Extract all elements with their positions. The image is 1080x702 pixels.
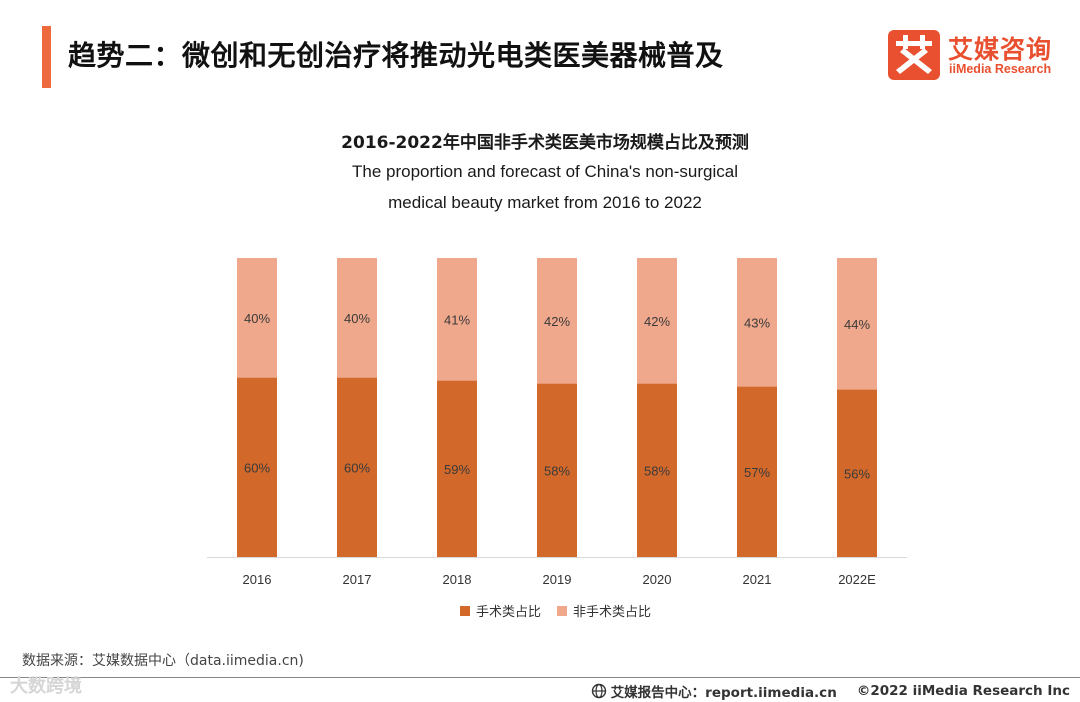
x-tick-label-2021: 2021 xyxy=(743,572,772,587)
x-tick-label-2018: 2018 xyxy=(443,572,472,587)
data-label-surgical-2018: 59% xyxy=(444,462,470,477)
bar-non-surgical-2018 xyxy=(437,258,477,381)
data-label-surgical-2017: 60% xyxy=(344,460,370,475)
bar-non-surgical-2016 xyxy=(237,258,277,378)
data-source-note: 数据来源：艾媒数据中心（data.iimedia.cn) xyxy=(22,653,304,669)
data-label-surgical-2020: 58% xyxy=(644,463,670,478)
bar-non-surgical-2022E xyxy=(837,258,877,390)
logo-cn-name: 艾媒咨询 xyxy=(948,35,1053,64)
chart-title-en-line2: medical beauty market from 2016 to 2022 xyxy=(388,193,702,212)
data-label-surgical-2021: 57% xyxy=(744,465,770,480)
data-label-non-surgical-2021: 43% xyxy=(744,315,770,330)
legend-label-non-surgical: 非手术类占比 xyxy=(573,605,652,620)
logo-mark-icon xyxy=(888,30,940,80)
brand-logo: 艾媒咨询 iiMedia Research xyxy=(888,30,1068,82)
bar-non-surgical-2019 xyxy=(537,258,577,384)
data-label-non-surgical-2017: 40% xyxy=(344,311,370,326)
data-label-surgical-2022E: 56% xyxy=(844,466,870,481)
footer-report-center[interactable]: 艾媒报告中心：report.iimedia.cn xyxy=(610,685,837,701)
x-tick-label-2017: 2017 xyxy=(343,572,372,587)
data-label-non-surgical-2018: 41% xyxy=(444,312,470,327)
data-label-surgical-2016: 60% xyxy=(244,460,270,475)
bar-surgical-2022E xyxy=(837,389,877,557)
footer-divider xyxy=(0,677,1080,678)
title-accent-bar xyxy=(42,26,51,88)
data-label-non-surgical-2020: 42% xyxy=(644,314,670,329)
bar-surgical-2016 xyxy=(237,377,277,557)
bar-surgical-2018 xyxy=(437,380,477,557)
x-tick-label-2022E: 2022E xyxy=(838,572,876,587)
bar-surgical-2021 xyxy=(737,386,777,557)
logo-en-name: iiMedia Research xyxy=(949,62,1052,76)
watermark-text: 大数跨境 xyxy=(10,676,82,697)
x-tick-label-2019: 2019 xyxy=(543,572,572,587)
bar-non-surgical-2017 xyxy=(337,258,377,378)
chart-title-cn: 2016-2022年中国非手术类医美市场规模占比及预测 xyxy=(341,133,749,153)
chart-title-en-line1: The proportion and forecast of China's n… xyxy=(352,162,738,181)
bar-non-surgical-2021 xyxy=(737,258,777,387)
x-tick-label-2020: 2020 xyxy=(643,572,672,587)
data-label-non-surgical-2019: 42% xyxy=(544,314,570,329)
footer-copyright: ©2022 iiMedia Research Inc xyxy=(856,683,1070,699)
globe-icon xyxy=(591,683,606,699)
bar-surgical-2020 xyxy=(637,383,677,557)
chart-legend: 手术类占比 非手术类占比 xyxy=(460,601,651,620)
bar-surgical-2019 xyxy=(537,383,577,557)
legend-swatch-surgical xyxy=(460,605,470,616)
x-tick-label-2016: 2016 xyxy=(243,572,272,587)
legend-item-surgical: 手术类占比 xyxy=(460,601,541,620)
footer-info: 艾媒报告中心：report.iimedia.cn ©2022 iiMedia R… xyxy=(591,681,1070,701)
legend-item-non-surgical: 非手术类占比 xyxy=(557,601,651,620)
legend-label-surgical: 手术类占比 xyxy=(476,605,542,620)
data-label-non-surgical-2022E: 44% xyxy=(844,317,870,332)
data-label-non-surgical-2016: 40% xyxy=(244,311,270,326)
legend-swatch-non-surgical xyxy=(557,605,568,616)
data-label-surgical-2019: 58% xyxy=(544,463,570,478)
page-title: 趋势二：微创和无创治疗将推动光电类医美器械普及 xyxy=(68,39,724,72)
bar-surgical-2017 xyxy=(337,377,377,557)
bar-non-surgical-2020 xyxy=(637,258,677,384)
